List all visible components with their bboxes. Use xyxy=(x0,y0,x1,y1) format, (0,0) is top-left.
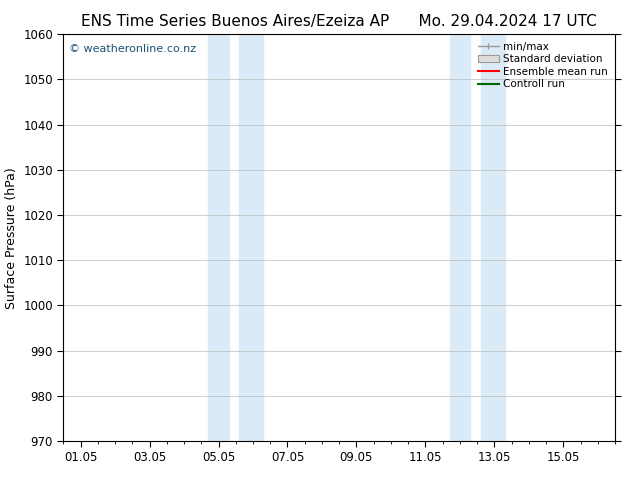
Text: © weatheronline.co.nz: © weatheronline.co.nz xyxy=(69,45,196,54)
Title: ENS Time Series Buenos Aires/Ezeiza AP      Mo. 29.04.2024 17 UTC: ENS Time Series Buenos Aires/Ezeiza AP M… xyxy=(81,14,597,29)
Bar xyxy=(450,34,470,441)
Bar xyxy=(239,34,263,441)
Legend: min/max, Standard deviation, Ensemble mean run, Controll run: min/max, Standard deviation, Ensemble me… xyxy=(476,40,610,92)
Y-axis label: Surface Pressure (hPa): Surface Pressure (hPa) xyxy=(4,167,18,309)
Bar xyxy=(208,34,229,441)
Bar xyxy=(481,34,505,441)
